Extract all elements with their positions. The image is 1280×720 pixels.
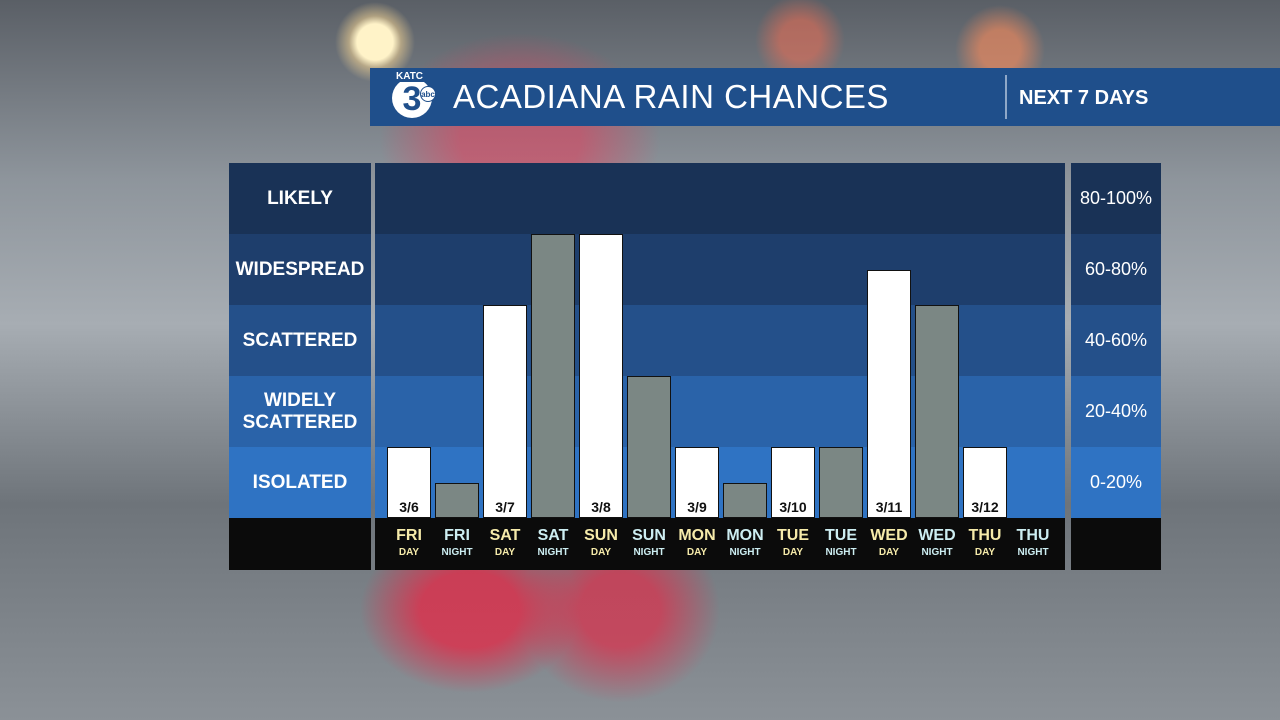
x-tick-label: THU [968,527,1002,544]
divider [1005,75,1007,119]
x-tick-sublabel: NIGHT [441,547,473,558]
band [375,163,1065,234]
x-tick-sublabel: NIGHT [1017,547,1049,558]
x-tick-label: FRI [396,527,422,544]
bar [579,234,623,518]
x-tick-sublabel: NIGHT [921,547,953,558]
bar [915,305,959,518]
x-tick-sublabel: DAY [398,547,420,558]
band-range: 80-100% [1071,163,1161,234]
x-tick-sublabel: DAY [494,547,516,558]
band-label: WIDESPREAD [229,234,371,305]
x-tick-label: SAT [489,527,521,544]
footer-left [229,518,371,570]
logo-station: KATC [394,71,426,82]
date-label: 3/8 [591,499,611,515]
band-range: 20-40% [1071,376,1161,447]
header-bar [370,68,1280,126]
logo-network: abc [420,86,436,102]
band [375,305,1065,376]
band-range: 60-80% [1071,234,1161,305]
x-tick-sublabel: DAY [878,547,900,558]
x-tick-label: WED [870,527,908,544]
date-label: 3/12 [971,499,999,515]
bar [387,447,431,518]
band-range: 40-60% [1071,305,1161,376]
x-tick-label: MON [726,527,764,544]
x-tick-sublabel: NIGHT [825,547,857,558]
bar [531,234,575,518]
bar [435,482,479,518]
x-tick-sublabel: DAY [590,547,612,558]
bar [819,447,863,518]
x-tick-label: WED [918,527,956,544]
x-tick-label: THU [1016,527,1050,544]
x-tick-label: SUN [584,527,618,544]
bar [723,482,767,518]
date-label: 3/10 [779,499,807,515]
x-tick-sublabel: DAY [782,547,804,558]
band-label: LIKELY [229,163,371,234]
band [375,376,1065,447]
x-tick-label: SUN [632,527,666,544]
chart-title: ACADIANA RAIN CHANCES [453,78,889,115]
x-tick-label: MON [678,527,716,544]
x-tick-label: FRI [444,527,470,544]
x-tick-sublabel: NIGHT [729,547,761,558]
bar [771,447,815,518]
date-label: 3/7 [495,499,515,515]
x-tick-sublabel: DAY [686,547,708,558]
date-label: 3/6 [399,499,419,515]
band-label: WIDELY SCATTERED [229,376,371,447]
bar [867,269,911,518]
bar [627,376,671,518]
band-range: 0-20% [1071,447,1161,518]
x-tick-sublabel: NIGHT [537,547,569,558]
x-tick-sublabel: NIGHT [633,547,665,558]
footer-axis [375,518,1065,570]
x-tick-label: TUE [777,527,809,544]
bar [483,305,527,518]
x-tick-sublabel: DAY [974,547,996,558]
date-label: 3/9 [687,499,707,515]
bar [675,447,719,518]
band-label: ISOLATED [229,447,371,518]
bar [963,447,1007,518]
footer-right [1071,518,1161,570]
x-tick-label: SAT [537,527,569,544]
x-tick-label: TUE [825,527,857,544]
band-label: SCATTERED [229,305,371,376]
chart-subtitle: NEXT 7 DAYS [1019,87,1149,109]
date-label: 3/11 [875,499,903,515]
band [375,234,1065,305]
